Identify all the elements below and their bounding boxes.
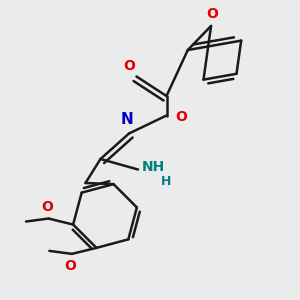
Text: N: N (120, 112, 133, 128)
Text: O: O (64, 259, 76, 273)
Text: O: O (123, 59, 135, 74)
Text: O: O (207, 7, 218, 20)
Text: NH: NH (142, 160, 165, 174)
Text: H: H (160, 175, 171, 188)
Text: O: O (176, 110, 188, 124)
Text: O: O (41, 200, 53, 214)
